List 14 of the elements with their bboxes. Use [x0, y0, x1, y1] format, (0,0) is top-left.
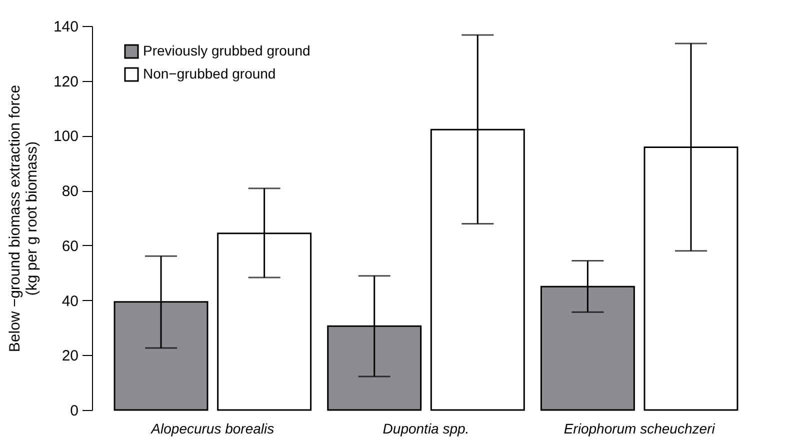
y-tick-label: 0 [70, 402, 78, 420]
legend-label: Non−grubbed ground [143, 66, 276, 82]
y-tick-label: 120 [53, 73, 78, 90]
y-axis-title: Below −ground biomass extraction force (kg per g root biomass) [6, 84, 40, 352]
y-tick-label: 40 [62, 292, 78, 310]
y-tick-label: 140 [53, 18, 78, 36]
y-tick-label: 20 [62, 348, 78, 365]
legend-label: Previously grubbed ground [143, 42, 310, 58]
y-tick-label: 100 [53, 128, 78, 146]
x-tick-label: Dupontia spp. [382, 420, 470, 436]
y-tick-label: 60 [62, 238, 78, 255]
y-tick-label: 80 [62, 183, 78, 200]
x-tick-label: Alopecurus borealis [150, 420, 274, 436]
x-tick-label: Eriophorum scheuchzeri [564, 420, 716, 436]
